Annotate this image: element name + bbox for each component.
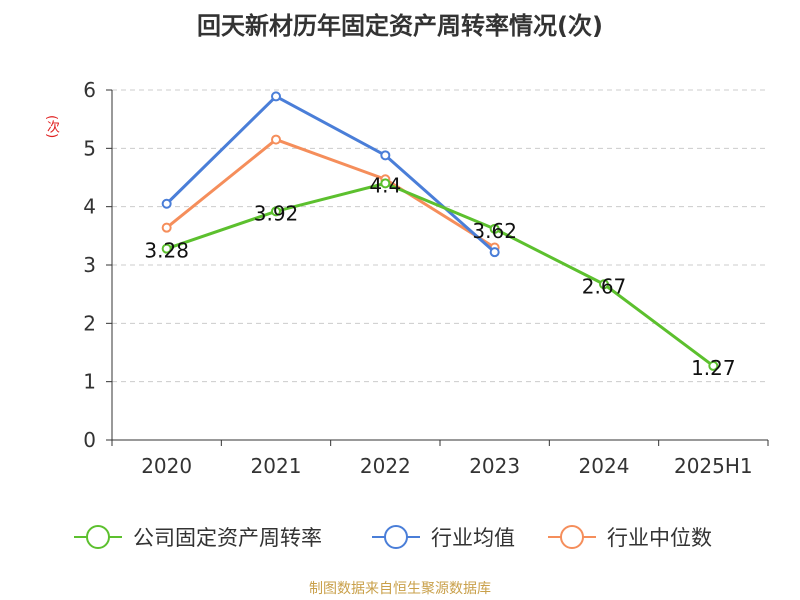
y-tick-label: 1 [83, 370, 96, 394]
y-tick-label: 5 [83, 136, 96, 160]
series-line [165, 94, 496, 254]
legend-label: 行业均值 [431, 526, 515, 550]
data-label: 2.67 [582, 274, 627, 298]
x-tick-label: 2025H1 [674, 454, 753, 478]
y-tick-label: 2 [83, 311, 96, 335]
data-point [599, 279, 609, 290]
y-axis-unit: (次) [44, 115, 59, 139]
data-point [161, 198, 172, 209]
legend-swatch-marker [86, 525, 110, 549]
legend-swatch-marker [560, 525, 584, 549]
data-label: 3.62 [472, 219, 517, 243]
legend-swatch-marker [384, 525, 408, 549]
data-label: 1.27 [691, 356, 736, 380]
x-tick-label: 2024 [579, 454, 630, 478]
legend-label: 行业中位数 [607, 526, 712, 550]
data-point [489, 247, 500, 258]
data-point [161, 243, 172, 254]
x-tick-label: 2021 [251, 454, 302, 478]
data-point [271, 134, 281, 145]
data-point [271, 91, 281, 102]
y-tick-label: 4 [83, 195, 96, 219]
data-point [489, 223, 500, 234]
data-point [161, 222, 172, 233]
data-point [380, 150, 391, 161]
y-tick-label: 6 [83, 78, 96, 102]
data-point [271, 206, 281, 217]
x-tick-label: 2022 [360, 454, 411, 478]
data-label: 4.4 [369, 173, 401, 197]
x-tick-label: 2023 [469, 454, 520, 478]
series-line [165, 138, 496, 249]
y-tick-label: 3 [83, 253, 96, 277]
chart-title: 回天新材历年固定资产周转率情况(次) [197, 12, 603, 40]
data-label: 3.28 [144, 239, 189, 263]
data-source-note: 制图数据来自恒生聚源数据库 [309, 581, 491, 597]
series-line [166, 181, 715, 368]
legend-label: 公司固定资产周转率 [133, 526, 322, 550]
data-label: 3.92 [254, 201, 299, 225]
data-point [380, 178, 391, 189]
x-tick-label: 2020 [141, 454, 192, 478]
y-tick-label: 0 [83, 428, 96, 452]
data-point [708, 360, 719, 371]
